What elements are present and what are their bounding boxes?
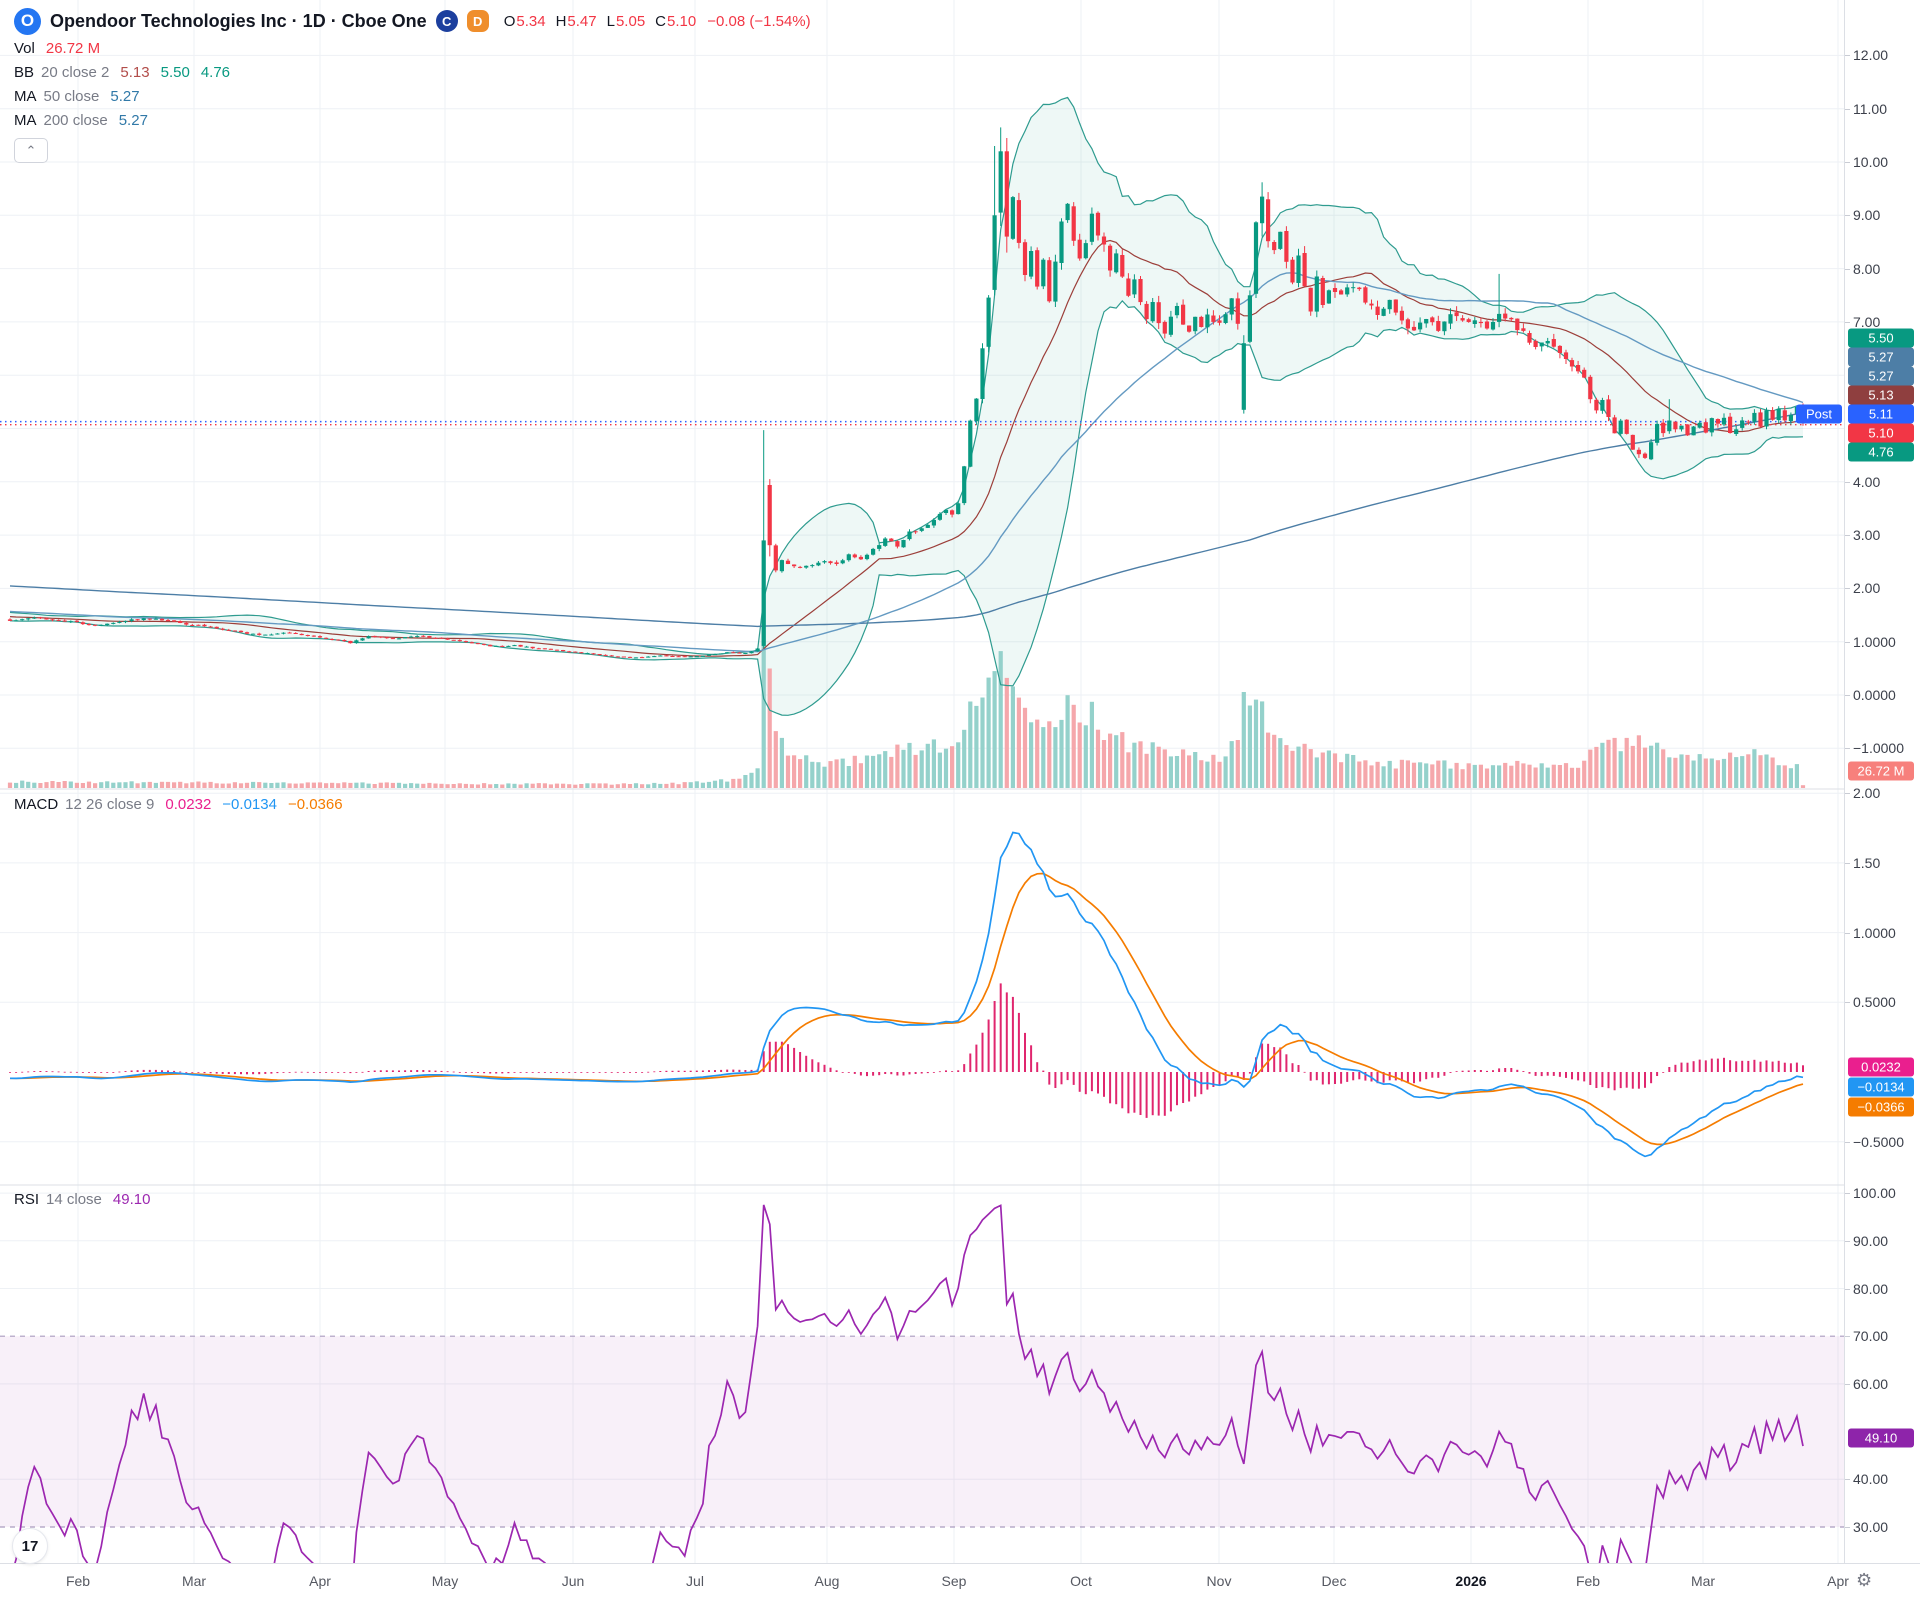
price-tick: 12.00	[1853, 47, 1889, 64]
rsi-tick: 30.00	[1853, 1519, 1889, 1535]
price-tick: 1.0000	[1853, 633, 1896, 650]
symbol-title: Opendoor Technologies Inc · 1D · Cboe On…	[50, 10, 427, 31]
time-tick-mar: Mar	[181, 1573, 207, 1589]
ma200-value: 5.27	[118, 111, 148, 129]
tv-logo-icon: 17	[21, 1537, 39, 1555]
time-axis[interactable]: Feb Mar Apr May Jun Jul Aug Sep Oct Nov Dec 2026 Feb…	[0, 1563, 1920, 1600]
price-axis[interactable]: 12.00 11.00 10.00 9.00 8.00 7.00 4.00 3.00 2.00 1…	[1844, 0, 1920, 1563]
price-badge: 5.27	[1848, 366, 1914, 386]
macd-tick: 1.0000	[1853, 924, 1896, 941]
price-tick: 8.00	[1853, 260, 1881, 277]
macd-badge: −0.0134	[1848, 1077, 1914, 1097]
price-tick: 10.00	[1853, 154, 1889, 170]
time-tick-dec: Dec	[1321, 1573, 1347, 1589]
price-tick: 11.00	[1853, 100, 1887, 117]
time-tick-jul: Jul	[686, 1573, 704, 1589]
time-tick-feb: Feb	[1575, 1573, 1601, 1589]
macd-badge: 0.0232	[1848, 1057, 1914, 1077]
price-badge: 5.50	[1848, 328, 1914, 348]
price-tick: 9.00	[1853, 207, 1881, 224]
time-tick-apr: Apr	[1827, 1573, 1849, 1589]
time-tick-nov: Nov	[1206, 1573, 1232, 1589]
rsi-tick: 40.00	[1853, 1471, 1889, 1488]
macd-tick: 1.50	[1853, 854, 1881, 871]
macd-tick: −0.5000	[1853, 1133, 1904, 1150]
post-market-label: Post	[1796, 404, 1842, 424]
time-tick-2026: 2026	[1455, 1573, 1487, 1589]
price-tick: 7.00	[1853, 313, 1881, 330]
rsi-tick: 60.00	[1853, 1375, 1889, 1392]
time-tick-may: May	[431, 1573, 459, 1589]
price-badge: 5.10	[1848, 423, 1914, 443]
macd-tick: 2.00	[1853, 785, 1881, 802]
gear-icon[interactable]: ⚙	[1856, 1570, 1873, 1590]
chevron-up-icon: ⌃	[25, 142, 37, 158]
price-pane-legend: O Opendoor Technologies Inc · 1D · Cboe …	[14, 6, 811, 163]
bb-lower-value: 4.76	[200, 63, 231, 81]
tradingview-logo[interactable]: 17	[12, 1528, 48, 1564]
symbol-title-row[interactable]: O Opendoor Technologies Inc · 1D · Cboe …	[14, 6, 811, 36]
time-tick-oct: Oct	[1070, 1573, 1092, 1589]
macd-badge: −0.0366	[1848, 1097, 1914, 1117]
bb-upper-value: 5.50	[160, 63, 190, 81]
ma200-legend-row[interactable]: MA 200 close 5.27	[14, 111, 148, 129]
time-tick-sep: Sep	[941, 1573, 967, 1589]
ma50-legend-row[interactable]: MA 50 close 5.27	[14, 87, 140, 105]
bb-basis-value: 5.13	[120, 63, 150, 81]
price-tick: 4.00	[1853, 473, 1881, 490]
opendoor-logo-icon: O	[14, 7, 41, 35]
price-badge: 5.27	[1848, 347, 1914, 367]
macd-signal-value: −0.0366	[287, 795, 343, 813]
rsi-badge: 49.10	[1848, 1428, 1914, 1448]
change-readout: −0.08 (−1.54%)	[707, 12, 811, 30]
delayed-data-icon: D	[466, 10, 489, 32]
macd-line-value: −0.0134	[222, 795, 277, 813]
volume-badge: 26.72 M	[1848, 761, 1914, 781]
rsi-legend-row[interactable]: RSI 14 close 49.10	[14, 1190, 151, 1208]
ma50-value: 5.27	[110, 87, 140, 105]
price-tick: 2.00	[1853, 580, 1881, 597]
rsi-tick: 90.00	[1853, 1232, 1889, 1249]
price-badge: 4.76	[1848, 442, 1914, 462]
price-tick: −1.0000	[1853, 740, 1904, 757]
price-tick: 0.0000	[1853, 687, 1896, 703]
volume-legend-row[interactable]: Vol 26.72 M	[14, 39, 101, 57]
time-tick-mar: Mar	[1690, 1573, 1716, 1589]
time-tick-aug: Aug	[814, 1573, 840, 1589]
time-tick-feb: Feb	[65, 1573, 91, 1589]
bb-legend-row[interactable]: BB 20 close 2 5.13 5.50 4.76	[14, 63, 231, 81]
time-tick-apr: Apr	[309, 1573, 331, 1589]
rsi-tick: 80.00	[1853, 1280, 1889, 1297]
time-tick-jun: Jun	[561, 1573, 585, 1589]
ohlc-readout: O5.34 H5.47 L5.05 C5.10 −0.08 (−1.54%)	[503, 12, 811, 30]
macd-legend-row[interactable]: MACD 12 26 close 9 0.0232 −0.0134 −0.036…	[14, 795, 343, 813]
volume-value: 26.72 M	[45, 39, 101, 57]
cboe-exchange-icon: C	[435, 10, 458, 32]
macd-tick: 0.5000	[1853, 994, 1896, 1011]
rsi-value: 49.10	[112, 1190, 151, 1208]
price-badge: 5.13	[1848, 385, 1914, 405]
collapse-legend-button[interactable]: ⌃	[14, 138, 48, 163]
price-badge: 5.11	[1848, 404, 1914, 424]
rsi-tick: 100.00	[1853, 1185, 1896, 1202]
rsi-tick: 70.00	[1853, 1328, 1889, 1345]
macd-hist-value: 0.0232	[165, 795, 212, 813]
price-tick: 3.00	[1853, 527, 1881, 544]
